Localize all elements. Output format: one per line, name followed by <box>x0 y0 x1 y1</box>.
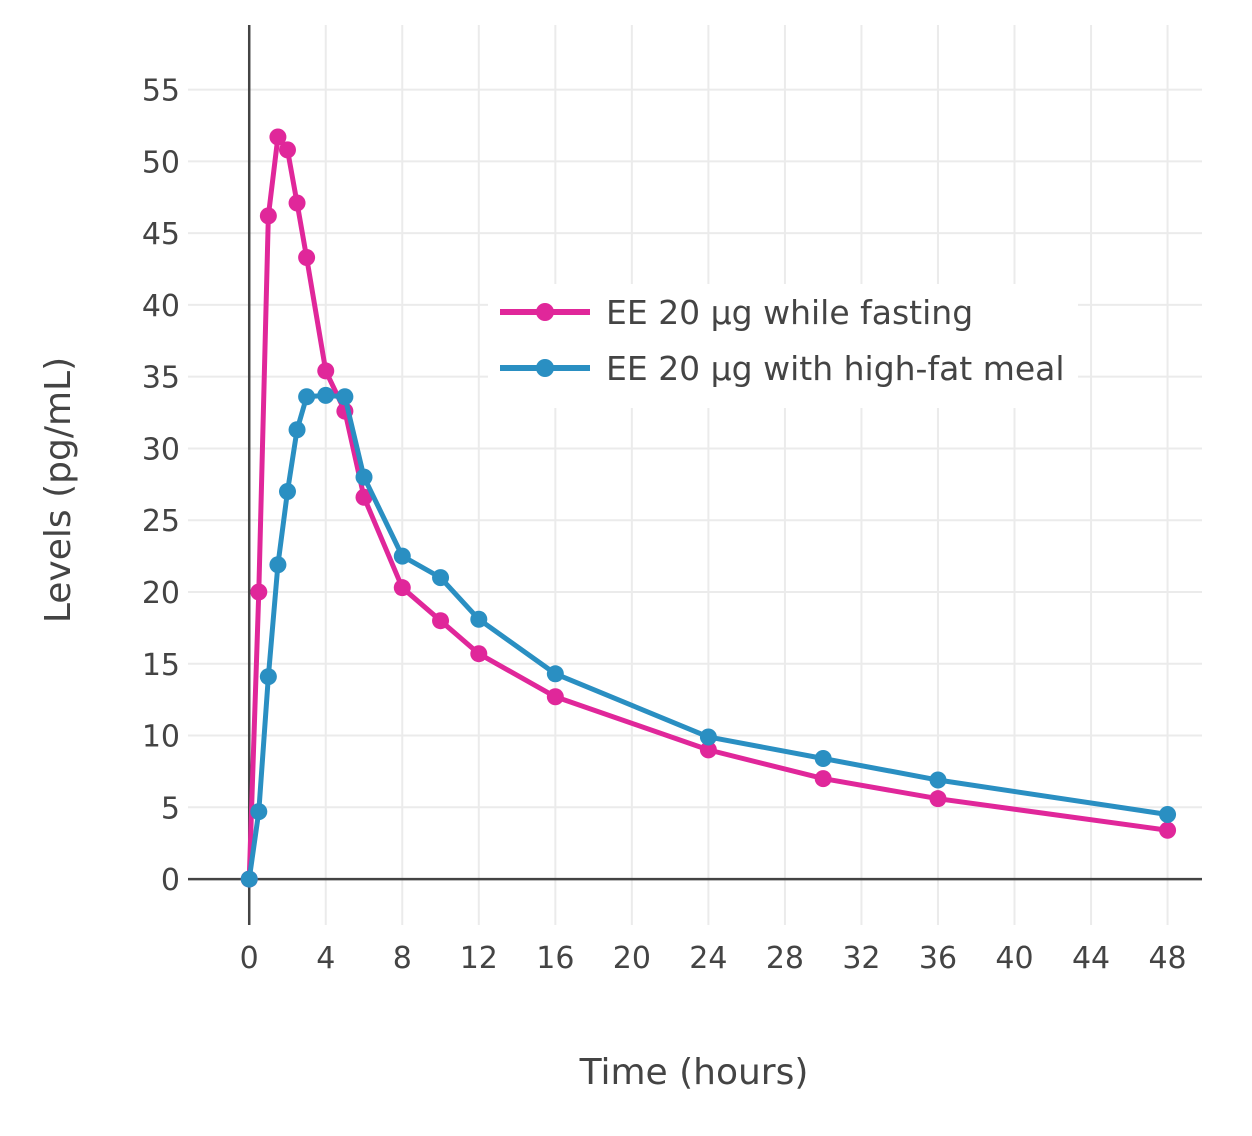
data-point[interactable] <box>250 583 268 601</box>
legend-label-fasting: EE 20 µg while fasting <box>606 293 973 332</box>
legend-marker-fasting <box>536 303 554 321</box>
series-high-fat-meal <box>240 386 1177 888</box>
data-point[interactable] <box>393 547 411 565</box>
data-point[interactable] <box>259 668 277 686</box>
data-point[interactable] <box>470 645 488 663</box>
x-tick-label: 36 <box>919 941 957 976</box>
y-tick-label: 10 <box>142 720 180 755</box>
data-point[interactable] <box>259 207 277 225</box>
y-tick-label: 20 <box>142 576 180 611</box>
legend-item-high-fat-meal[interactable]: EE 20 µg with high-fat meal <box>500 349 1065 388</box>
x-tick-label: 16 <box>536 941 574 976</box>
data-point[interactable] <box>298 388 316 406</box>
data-point[interactable] <box>298 249 316 267</box>
y-tick-label: 55 <box>142 74 180 109</box>
data-point[interactable] <box>278 483 296 501</box>
y-axis-title: Levels (pg/mL) <box>38 357 79 623</box>
x-tick-label: 32 <box>842 941 880 976</box>
y-tick-label: 0 <box>161 863 180 898</box>
data-point[interactable] <box>546 665 564 683</box>
x-axis-title: Time (hours) <box>579 1052 809 1093</box>
y-tick-label: 35 <box>142 361 180 396</box>
legend-label-high-fat-meal: EE 20 µg with high-fat meal <box>606 349 1065 388</box>
x-tick-label: 28 <box>766 941 804 976</box>
x-tick-label: 4 <box>316 941 335 976</box>
y-tick-label: 30 <box>142 432 180 467</box>
data-point[interactable] <box>393 579 411 597</box>
tick-labels: 0 4 8 12 16 20 24 28 32 36 40 44 4805101520253035404… <box>142 74 1187 976</box>
x-tick-label: 44 <box>1072 941 1110 976</box>
y-tick-label: 50 <box>142 145 180 180</box>
data-point[interactable] <box>355 488 373 506</box>
data-point[interactable] <box>1159 821 1177 839</box>
data-point[interactable] <box>317 386 335 404</box>
x-tick-label: 48 <box>1148 941 1186 976</box>
y-tick-label: 5 <box>161 791 180 826</box>
series-line <box>246 134 1168 880</box>
data-point[interactable] <box>699 728 717 746</box>
data-point[interactable] <box>470 610 488 628</box>
data-point[interactable] <box>432 569 450 587</box>
data-point[interactable] <box>240 870 258 888</box>
grid-lines <box>188 25 1202 925</box>
data-point[interactable] <box>250 803 268 821</box>
x-tick-label: 0 <box>240 941 259 976</box>
data-point[interactable] <box>288 194 306 212</box>
x-tick-label: 12 <box>460 941 498 976</box>
data-point[interactable] <box>929 771 947 789</box>
y-tick-label: 15 <box>142 648 180 683</box>
y-tick-label: 40 <box>142 289 180 324</box>
data-point[interactable] <box>432 612 450 630</box>
series-layer <box>240 128 1177 888</box>
axes <box>188 25 1202 925</box>
data-point[interactable] <box>317 362 335 380</box>
series-line <box>246 392 1168 880</box>
x-tick-label: 20 <box>613 941 651 976</box>
y-tick-label: 45 <box>142 217 180 252</box>
data-point[interactable] <box>355 468 373 486</box>
data-point[interactable] <box>929 790 947 808</box>
data-point[interactable] <box>269 128 287 146</box>
x-tick-label: 24 <box>689 941 727 976</box>
x-tick-label: 40 <box>995 941 1033 976</box>
legend-item-fasting[interactable]: EE 20 µg while fasting <box>500 293 973 332</box>
legend: EE 20 µg while fasting EE 20 µg with hig… <box>488 284 1078 408</box>
data-point[interactable] <box>278 141 296 159</box>
data-point[interactable] <box>814 749 832 767</box>
data-point[interactable] <box>814 770 832 788</box>
data-point[interactable] <box>546 688 564 706</box>
x-tick-label: 8 <box>393 941 412 976</box>
data-point[interactable] <box>699 741 717 759</box>
legend-marker-high-fat-meal <box>536 359 554 377</box>
y-tick-label: 25 <box>142 504 180 539</box>
legend-background <box>488 284 1078 408</box>
data-point[interactable] <box>288 421 306 439</box>
data-point[interactable] <box>269 556 287 574</box>
data-point[interactable] <box>1159 805 1177 823</box>
data-point[interactable] <box>336 388 354 406</box>
